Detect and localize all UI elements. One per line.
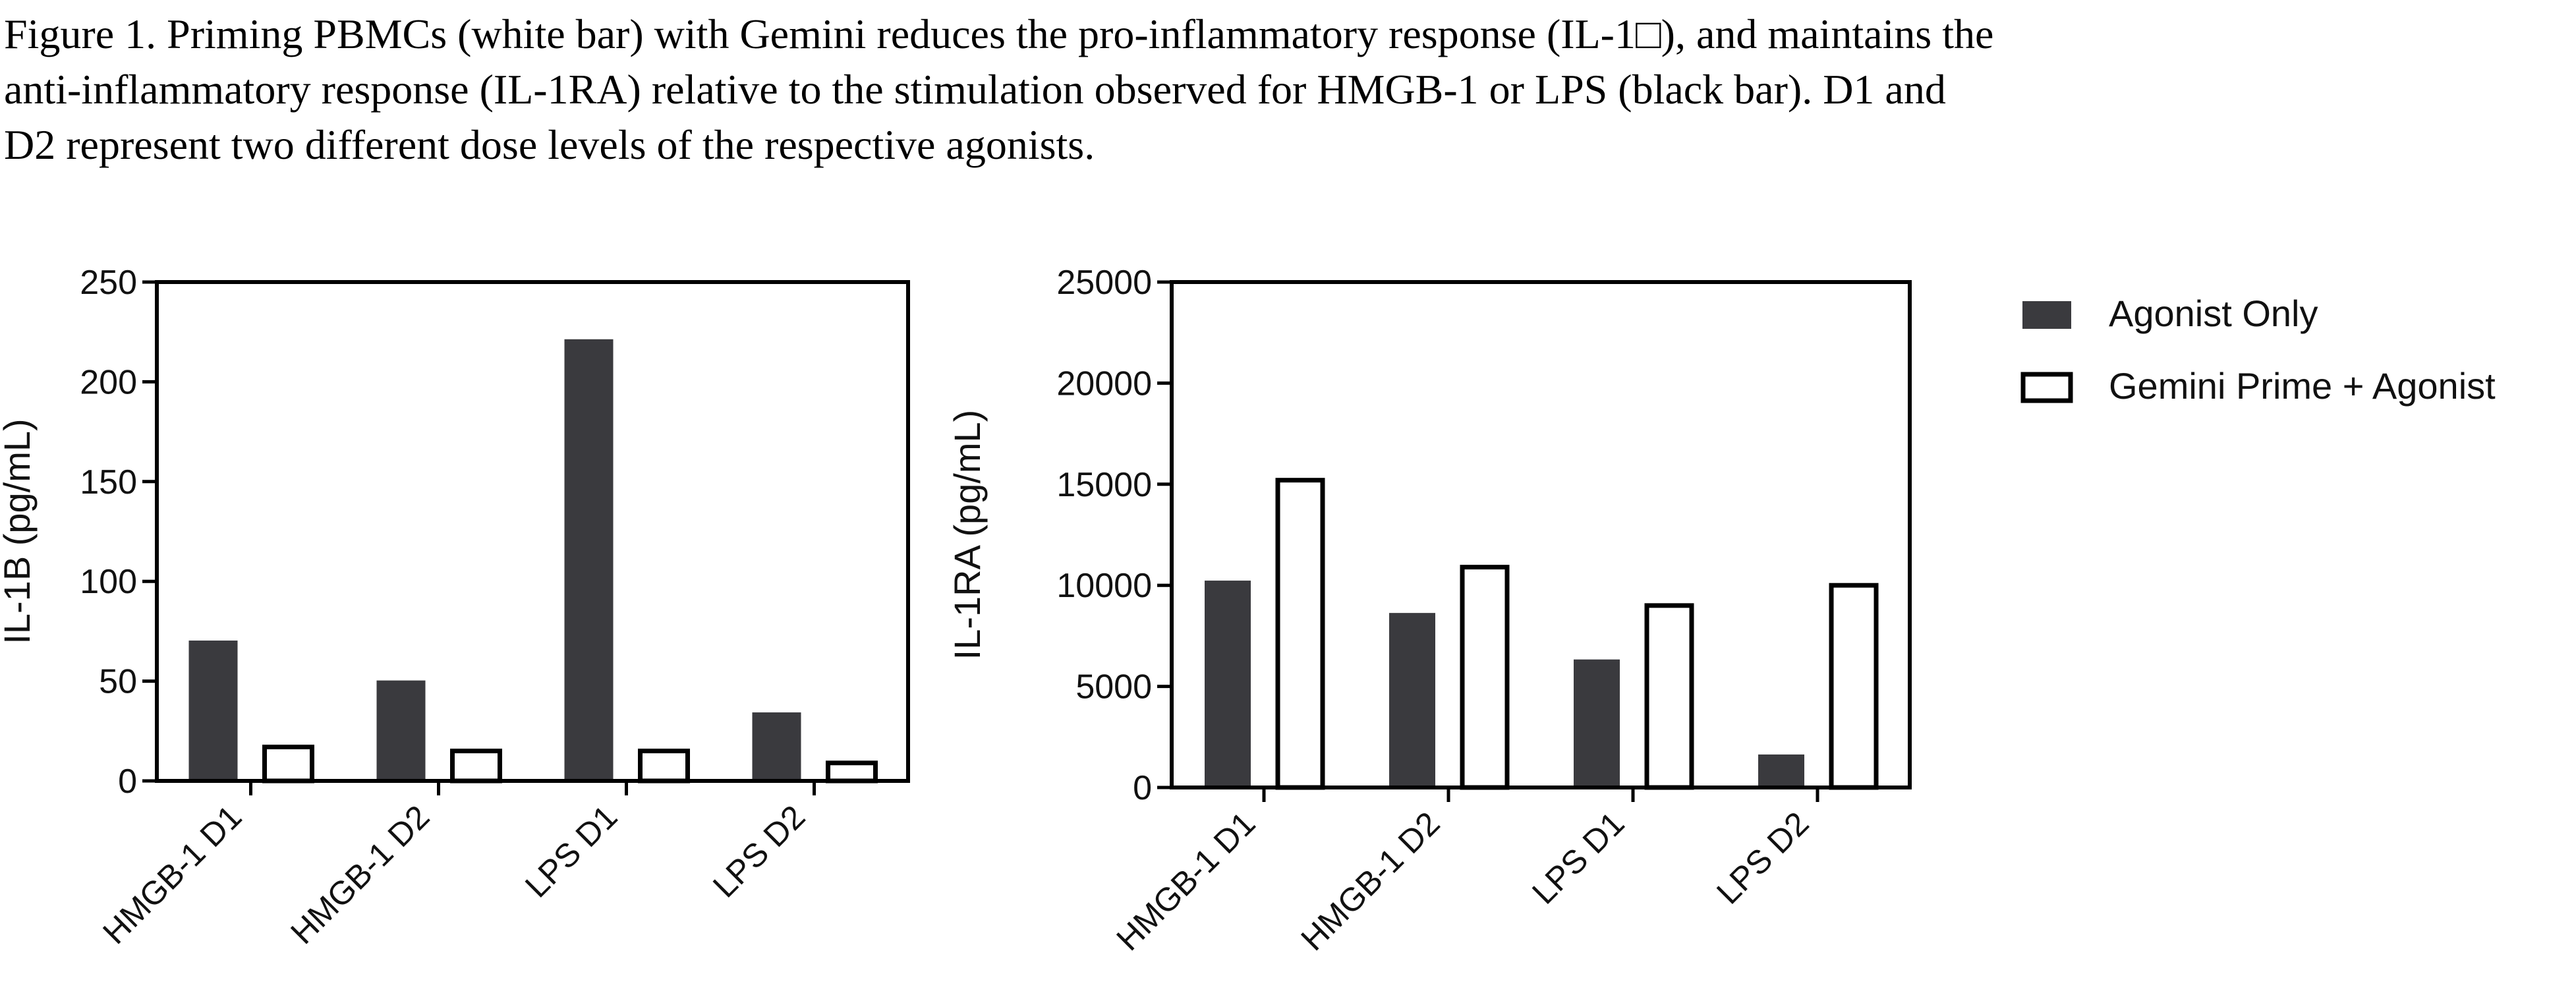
- y-tick-label-100: 100: [80, 563, 137, 601]
- x-tick-label-hmgb-1-d1: HMGB-1 D1: [96, 798, 248, 951]
- caption-line-3: D2 represent two different dose levels o…: [4, 121, 1095, 168]
- bar-agonist-only-hmgb-1-d2: [376, 680, 426, 782]
- il1b-bar-chart: HMGB-1 D1 HMGB-1 D2 LPS D1 LPS D2 0 50 100 150 2…: [0, 264, 910, 951]
- figure-caption: Figure 1. Priming PBMCs (white bar) with…: [4, 7, 2574, 173]
- bar-agonist-only-lps-d1: [1574, 659, 1620, 788]
- y-tick-label-20000: 20000: [1056, 364, 1152, 403]
- y-tick-label-200: 200: [80, 363, 137, 401]
- bar-gemini-prime-agonist-hmgb-1-d2: [1460, 565, 1510, 790]
- plot-frame: [155, 280, 910, 783]
- y-tick-label-150: 150: [80, 463, 137, 501]
- legend-label-gemini-prime-agonist: Gemini Prime + Agonist: [2109, 365, 2496, 407]
- bar-agonist-only-hmgb-1-d2: [1389, 613, 1435, 788]
- bar-agonist-only-lps-d2: [752, 712, 801, 782]
- y-tick-label-25000: 25000: [1056, 264, 1152, 302]
- bar-gemini-prime-agonist-hmgb-1-d1: [1275, 478, 1325, 790]
- x-tick-label-lps-d1: LPS D1: [1525, 805, 1631, 911]
- x-tick-label-hmgb-1-d1: HMGB-1 D1: [1109, 805, 1262, 958]
- caption-line-1: Figure 1. Priming PBMCs (white bar) with…: [4, 11, 1994, 57]
- il1ra-bar-chart: HMGB-1 D1 HMGB-1 D2 LPS D1 LPS D2 0 5000 10000…: [946, 264, 1912, 958]
- caption-line-2: anti-inflammatory response (IL-1RA) rela…: [4, 66, 1946, 113]
- x-tick-label-lps-d2: LPS D2: [706, 798, 812, 904]
- y-axis-title: IL-1B (pg/mL): [0, 418, 38, 644]
- bar-gemini-prime-agonist-lps-d2: [826, 760, 878, 784]
- y-tick-label-15000: 15000: [1056, 466, 1152, 504]
- y-tick-label-5000: 5000: [1075, 668, 1152, 706]
- y-axis-title: IL-1RA (pg/mL): [946, 410, 988, 660]
- y-tick-label-0: 0: [118, 762, 137, 801]
- chart-legend: Agonist Only Gemini Prime + Agonist: [2020, 293, 2496, 407]
- plot-frame: [1170, 280, 1912, 789]
- legend-label-agonist-only: Agonist Only: [2109, 293, 2318, 334]
- bar-gemini-prime-agonist-hmgb-1-d1: [262, 745, 314, 784]
- legend-swatch-gemini-prime-agonist: [2020, 372, 2073, 403]
- x-tick-label-hmgb-1-d2: HMGB-1 D2: [1294, 805, 1446, 958]
- bar-agonist-only-hmgb-1-d1: [1205, 581, 1251, 789]
- bar-gemini-prime-agonist-lps-d2: [1829, 583, 1879, 790]
- bar-gemini-prime-agonist-lps-d1: [638, 749, 690, 784]
- legend-swatch-agonist-only: [2022, 301, 2071, 329]
- y-tick-label-50: 50: [99, 663, 137, 701]
- y-tick-label-0: 0: [1133, 769, 1152, 807]
- x-tick-label-lps-d2: LPS D2: [1709, 805, 1816, 911]
- y-tick-label-10000: 10000: [1056, 567, 1152, 605]
- bar-agonist-only-hmgb-1-d1: [188, 641, 238, 782]
- y-tick-label-250: 250: [80, 264, 137, 302]
- x-tick-label-lps-d1: LPS D1: [518, 798, 624, 904]
- bar-gemini-prime-agonist-hmgb-1-d2: [450, 749, 502, 784]
- x-tick-label-hmgb-1-d2: HMGB-1 D2: [283, 798, 436, 951]
- bar-agonist-only-lps-d2: [1758, 754, 1804, 788]
- bar-agonist-only-lps-d1: [564, 339, 614, 782]
- bar-gemini-prime-agonist-lps-d1: [1644, 603, 1694, 790]
